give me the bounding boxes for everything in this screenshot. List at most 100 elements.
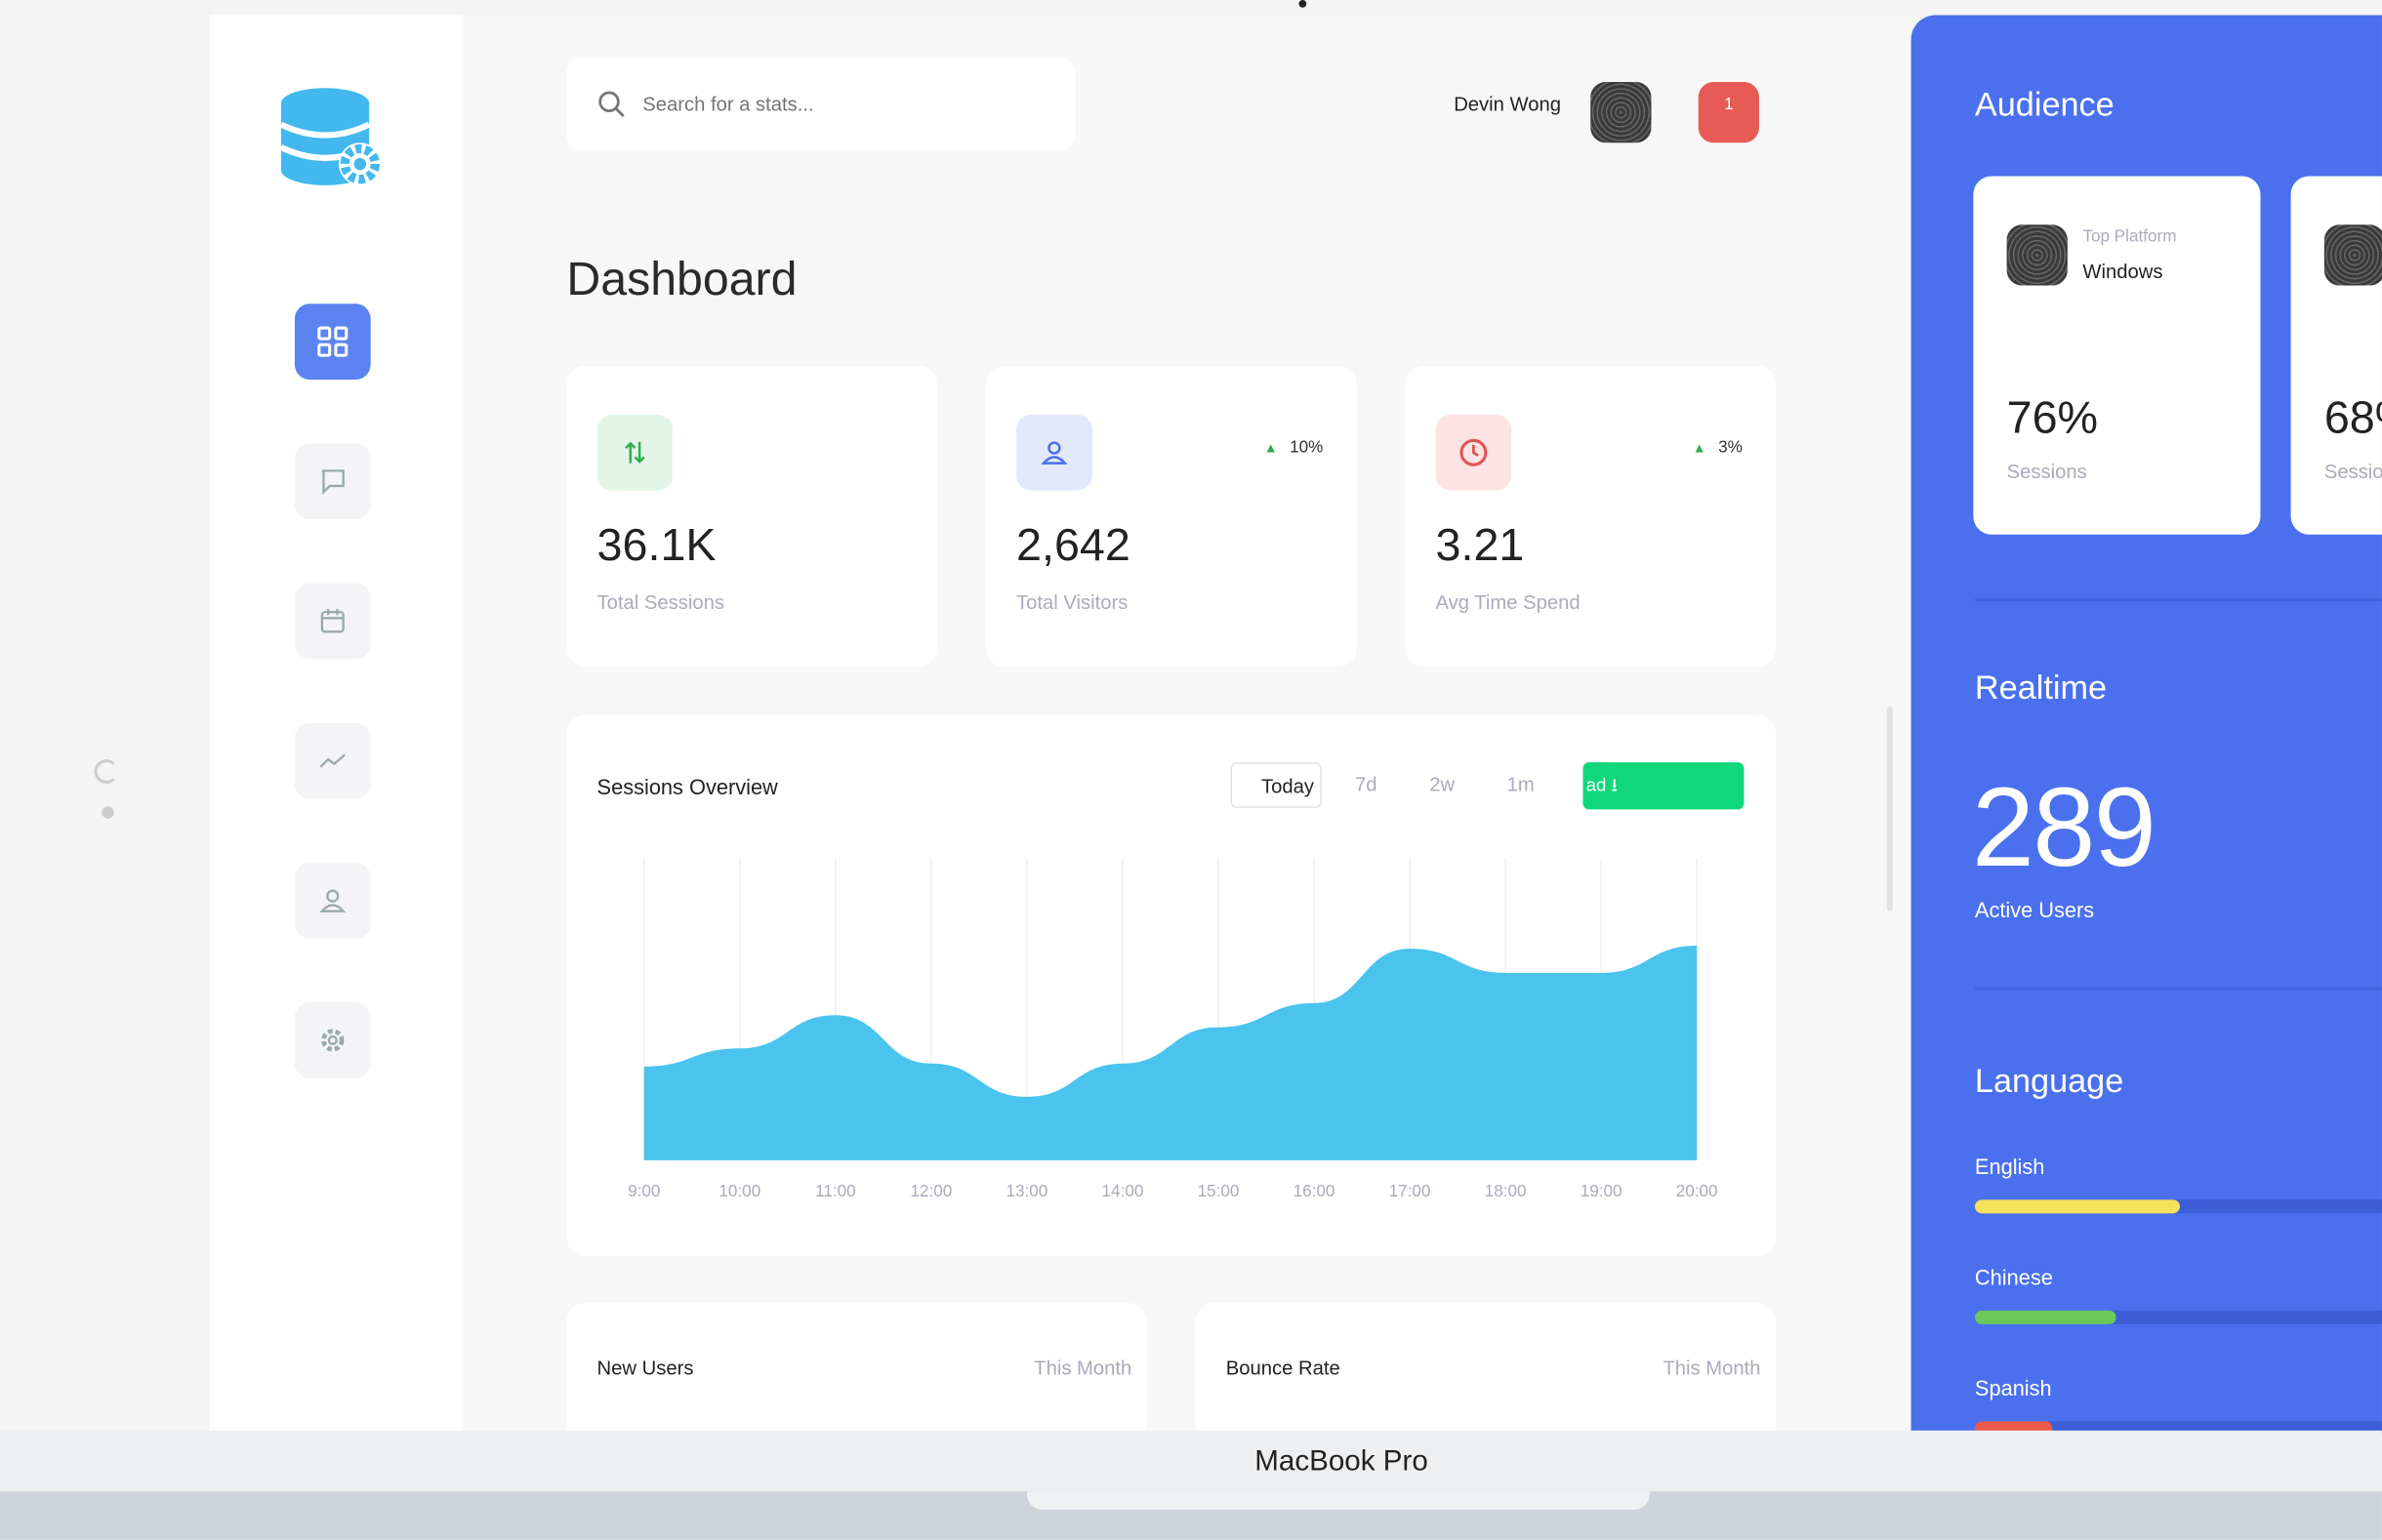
up-arrow-icon: ▲: [1692, 440, 1706, 456]
platform-caption: Top Platform: [2082, 227, 2177, 247]
platform-logo-icon: [2323, 224, 2382, 286]
stat-card-visitors: ▲ 10% 2,642 Total Visitors: [985, 366, 1357, 668]
x-tick-label: 20:00: [1676, 1182, 1718, 1200]
up-arrow-icon: ▲: [1263, 440, 1278, 456]
page-title: Dashboard: [566, 252, 798, 305]
notification-badge[interactable]: 1: [1698, 82, 1759, 143]
x-tick-label: 17:00: [1389, 1182, 1431, 1200]
x-tick-label: 15:00: [1198, 1182, 1240, 1200]
stat-label: Total Visitors: [1016, 590, 1129, 614]
scrollbar[interactable]: [1886, 706, 1893, 912]
grid-icon: [317, 326, 349, 357]
x-tick-label: 16:00: [1294, 1182, 1335, 1200]
realtime-label: Active Users: [1974, 897, 2095, 922]
sessions-chart: 9:00 10:00 11:00 12:00 13:00 14:00 15:00 16:00 1…: [628, 858, 1718, 1200]
range-label: Today: [1261, 774, 1315, 797]
windows-logo-icon: [2006, 224, 2068, 286]
chat-icon: [321, 469, 345, 495]
platform-value: 76%: [2006, 393, 2099, 444]
language-label: English: [1974, 1154, 2045, 1179]
card-period[interactable]: This Month: [1663, 1356, 1761, 1379]
x-tick-label: 13:00: [1006, 1182, 1048, 1200]
user-name: Devin Wong: [1454, 92, 1562, 116]
nav-settings[interactable]: [294, 1002, 371, 1078]
card-period[interactable]: This Month: [1034, 1356, 1132, 1379]
range-today[interactable]: Today: [1230, 762, 1322, 808]
language-bar: [1974, 1199, 2382, 1214]
download-label: ad: [1585, 774, 1607, 796]
camera-dot: [1298, 0, 1307, 8]
stat-change-value: 3%: [1718, 438, 1743, 458]
language-title: Language: [1974, 1061, 2124, 1100]
screen: Devin Wong 1 Dashboard 36.1K Total Sessi…: [0, 0, 2382, 1485]
nav-users[interactable]: [294, 862, 371, 939]
range-1m[interactable]: 1m: [1506, 773, 1535, 796]
download-icon: ⭳: [1606, 774, 1619, 796]
dot-icon: [102, 806, 114, 819]
trend-icon: [319, 753, 346, 768]
range-2w[interactable]: 2w: [1429, 773, 1456, 796]
desktop-edge: [0, 0, 210, 1431]
nav-calendar[interactable]: [294, 583, 371, 660]
x-tick-label: 14:00: [1102, 1182, 1144, 1200]
stat-value: 36.1K: [596, 520, 717, 572]
sidebar: [209, 15, 464, 1431]
platform-label: Sessions: [2323, 460, 2382, 483]
platform-label: Sessions: [2006, 460, 2087, 483]
platform-name: Windows: [2082, 260, 2163, 283]
language-label: Spanish: [1974, 1375, 2052, 1400]
calendar-icon: [320, 608, 345, 633]
laptop-notch: [1026, 1491, 1650, 1510]
stat-label: Total Sessions: [596, 590, 724, 614]
nav-messages[interactable]: [294, 443, 371, 520]
sessions-overview-card: Sessions Overview Today 7d 2w 1m ad ⭳ 9:…: [566, 714, 1777, 1256]
avatar[interactable]: [1590, 82, 1652, 143]
search-bar[interactable]: [566, 58, 1076, 151]
platform-value: 68%: [2323, 393, 2382, 444]
language-bar-fill: [1974, 1310, 2116, 1324]
nav-dashboard[interactable]: [294, 304, 371, 381]
sessions-title: Sessions Overview: [596, 774, 778, 799]
gear-icon: [321, 1029, 345, 1052]
download-button[interactable]: ad ⭳: [1582, 762, 1745, 810]
stat-change: ▲ 3%: [1693, 439, 1743, 458]
card-title: New Users: [596, 1356, 694, 1379]
x-tick-label: 10:00: [719, 1182, 760, 1200]
language-bar: [1974, 1310, 2382, 1324]
arrows-up-down-icon: [596, 414, 674, 491]
clock-icon: [1435, 414, 1512, 491]
notification-count: 1: [1724, 96, 1734, 114]
stat-label: Avg Time Spend: [1435, 590, 1581, 614]
user-icon: [1016, 414, 1092, 491]
user-icon: [319, 889, 347, 912]
realtime-value: 289: [1971, 763, 2156, 890]
language-bar-fill: [1974, 1199, 2181, 1214]
x-tick-label: 12:00: [910, 1182, 952, 1200]
audience-title: Audience: [1974, 85, 2115, 124]
stat-change-value: 10%: [1290, 438, 1324, 458]
main-content: Devin Wong 1 Dashboard 36.1K Total Sessi…: [463, 15, 1911, 1485]
audience-card: Top Platform Windows 76% Sessions: [1973, 176, 2261, 535]
range-7d[interactable]: 7d: [1355, 773, 1377, 796]
search-icon: [598, 90, 625, 117]
device-label: MacBook Pro: [1254, 1445, 1428, 1479]
divider: [1974, 598, 2382, 602]
x-tick-label: 18:00: [1485, 1182, 1527, 1200]
nav-analytics[interactable]: [294, 722, 371, 799]
x-tick-label: 19:00: [1581, 1182, 1622, 1200]
divider: [1974, 987, 2382, 991]
stat-value: 2,642: [1016, 520, 1130, 572]
sessions-area: [643, 945, 1698, 1160]
language-label: Chinese: [1974, 1265, 2053, 1290]
laptop-bezel: MacBook Pro: [0, 1430, 2382, 1492]
card-title: Bounce Rate: [1225, 1356, 1340, 1379]
search-input[interactable]: [639, 91, 1026, 117]
x-tick-label: 11:00: [815, 1182, 856, 1200]
database-logo-icon: [279, 85, 389, 199]
stat-card-time: ▲ 3% 3.21 Avg Time Spend: [1405, 366, 1777, 668]
audience-card: 68% Sessions: [2290, 176, 2382, 535]
stat-card-sessions: 36.1K Total Sessions: [566, 366, 938, 668]
right-panel: Audience Top Platform Windows 76% Sessio…: [1910, 15, 2382, 1436]
stat-change: ▲ 10%: [1264, 439, 1324, 458]
moon-icon: [94, 759, 119, 784]
